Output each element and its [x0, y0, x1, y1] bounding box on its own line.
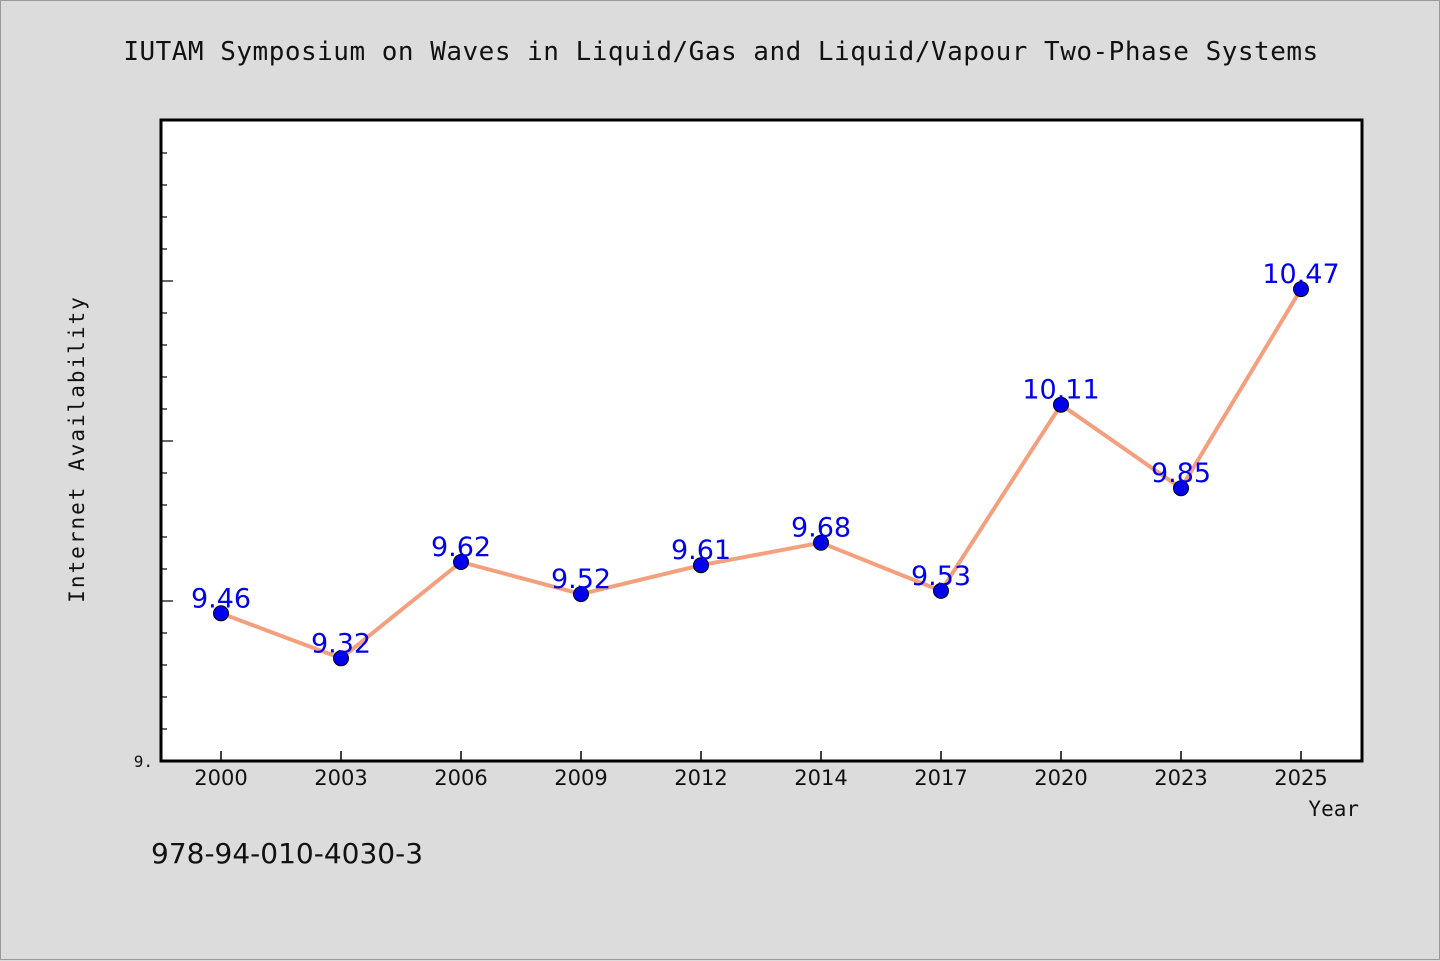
data-point [1173, 480, 1189, 497]
data-label: 9.53 [911, 561, 971, 592]
x-tick-label: 2025 [1274, 766, 1327, 790]
data-point [933, 582, 949, 599]
x-tick-label: 2020 [1034, 766, 1087, 790]
data-label: 9.52 [551, 564, 611, 595]
data-label: 10.47 [1262, 259, 1339, 290]
data-point [333, 650, 349, 667]
data-label: 9.68 [791, 513, 851, 544]
series-line [220, 288, 1303, 661]
data-labels: 9.46 9.32 9.62 9.52 9.61 9.68 9.53 10.11 9.85 10.… [191, 259, 1340, 659]
isbn-note: 978-94-010-4030-3 [151, 837, 424, 870]
x-axis-ticks: 2000 2003 2006 2009 2012 2014 2017 2020 2023 2025 [194, 751, 1328, 790]
data-point [813, 534, 829, 551]
y-axis-label: Internet Availability [65, 295, 89, 603]
y-axis-ticks: 9. [134, 152, 173, 771]
x-tick-label: 2000 [194, 766, 247, 790]
data-label: 9.62 [431, 532, 491, 563]
x-tick-label: 2014 [794, 766, 847, 790]
x-tick-label: 2012 [674, 766, 727, 790]
data-label: 9.32 [311, 628, 371, 659]
x-tick-label: 2006 [434, 766, 487, 790]
x-tick-label: 2003 [314, 766, 367, 790]
data-point [693, 557, 709, 574]
data-label: 9.85 [1151, 458, 1211, 489]
plot-area [159, 118, 1364, 763]
data-point [453, 554, 469, 570]
data-label: 10.11 [1022, 375, 1099, 406]
x-tick-label: 2023 [1154, 766, 1207, 790]
data-point [213, 605, 229, 622]
data-label: 9.46 [191, 583, 251, 614]
x-tick-label: 2017 [914, 766, 967, 790]
x-tick-label: 2009 [554, 766, 607, 790]
data-point [573, 586, 589, 603]
data-point [1293, 281, 1309, 298]
y-tick-label: 9. [134, 752, 153, 771]
data-point [1053, 396, 1069, 413]
x-axis-label: Year [1308, 797, 1359, 821]
data-markers [213, 281, 1309, 667]
chart-title: IUTAM Symposium on Waves in Liquid/Gas a… [123, 37, 1319, 67]
data-label: 9.61 [671, 535, 731, 566]
